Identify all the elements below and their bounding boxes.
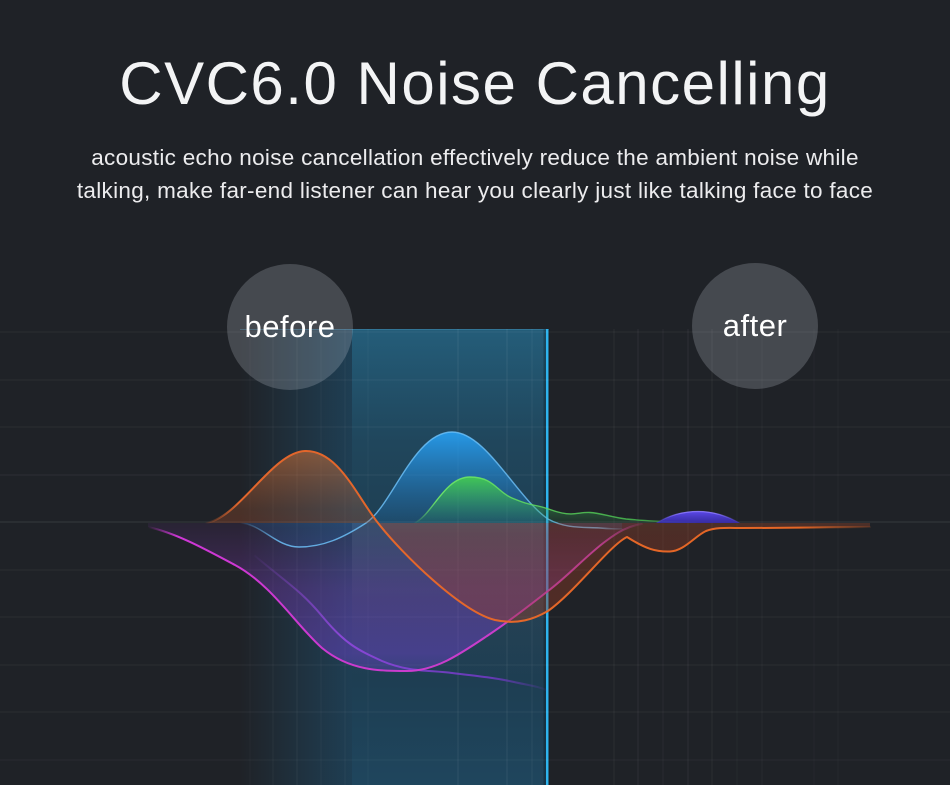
after-label-circle: after (692, 263, 818, 389)
wave-green-line (413, 476, 697, 524)
after-label: after (722, 308, 788, 343)
wave-indigo-line (655, 510, 741, 524)
before-label-circle: before (227, 264, 353, 390)
wave-orange-fill (205, 450, 870, 622)
wave-green-fill (414, 477, 696, 523)
before-label: before (244, 309, 336, 344)
band-top-edge (240, 329, 549, 330)
wave-violet-line (254, 555, 547, 691)
wave-orange-line (204, 449, 871, 623)
